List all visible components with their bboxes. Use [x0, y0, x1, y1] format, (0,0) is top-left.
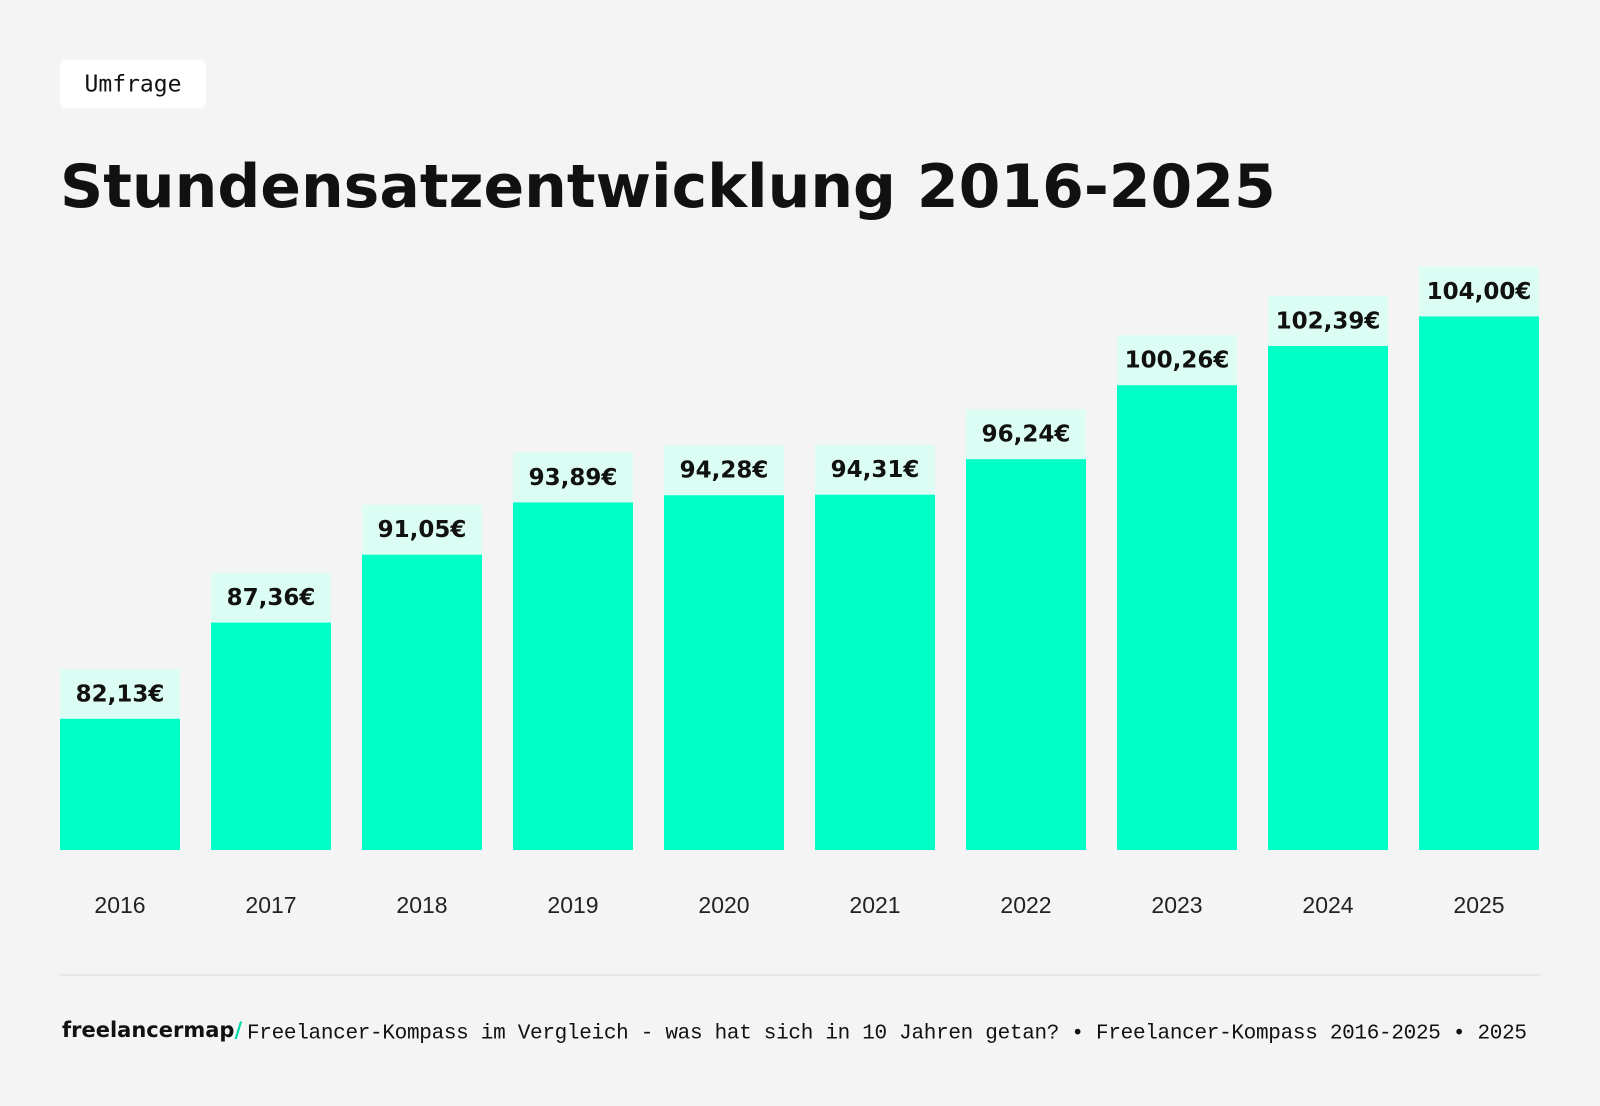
value-label-bg	[60, 668, 180, 719]
bar	[513, 502, 633, 850]
tag: Umfrage	[85, 72, 182, 98]
value-label-bg	[815, 444, 935, 495]
logo: freelancermap/	[62, 1018, 242, 1042]
value-label-bg	[664, 445, 784, 496]
value-label: 94,31€	[831, 457, 920, 483]
bar	[362, 554, 482, 850]
value-label: 91,05€	[378, 517, 467, 543]
x-tick-label: 2021	[849, 892, 900, 918]
value-label-bg	[513, 452, 633, 503]
bar	[664, 495, 784, 850]
x-tick-label: 2022	[1000, 892, 1051, 918]
x-tick-label: 2024	[1302, 892, 1353, 918]
value-label: 100,26€	[1125, 348, 1230, 374]
bar	[1268, 346, 1388, 850]
value-label: 104,00€	[1427, 279, 1532, 305]
value-label: 94,28€	[680, 458, 769, 484]
x-tick-label: 2017	[245, 892, 296, 918]
value-label-bg	[211, 572, 331, 623]
bar	[1117, 385, 1237, 850]
x-tick-label: 2016	[94, 892, 145, 918]
value-label-bg	[966, 409, 1086, 460]
chart-title: Stundensatzentwicklung 2016-2025	[60, 152, 1276, 222]
tag-box	[60, 60, 206, 108]
bar	[60, 718, 180, 850]
value-label-bg	[362, 504, 482, 555]
bar	[815, 494, 935, 850]
x-tick-label: 2023	[1151, 892, 1202, 918]
x-tick-label: 2020	[698, 892, 749, 918]
value-label: 96,24€	[982, 422, 1071, 448]
value-label-bg	[1117, 335, 1237, 386]
value-label-bg	[1419, 266, 1539, 317]
value-label: 102,39€	[1276, 309, 1381, 335]
value-label: 93,89€	[529, 465, 618, 491]
value-label-bg	[1268, 296, 1388, 347]
value-label: 87,36€	[227, 585, 316, 611]
bar	[1419, 316, 1539, 850]
x-tick-label: 2019	[547, 892, 598, 918]
footer-text: Freelancer-Kompass im Vergleich - was ha…	[247, 1023, 1527, 1046]
bar	[211, 622, 331, 850]
value-label: 82,13€	[76, 681, 165, 707]
bar	[966, 459, 1086, 850]
x-tick-label: 2018	[396, 892, 447, 918]
x-tick-label: 2025	[1453, 892, 1504, 918]
